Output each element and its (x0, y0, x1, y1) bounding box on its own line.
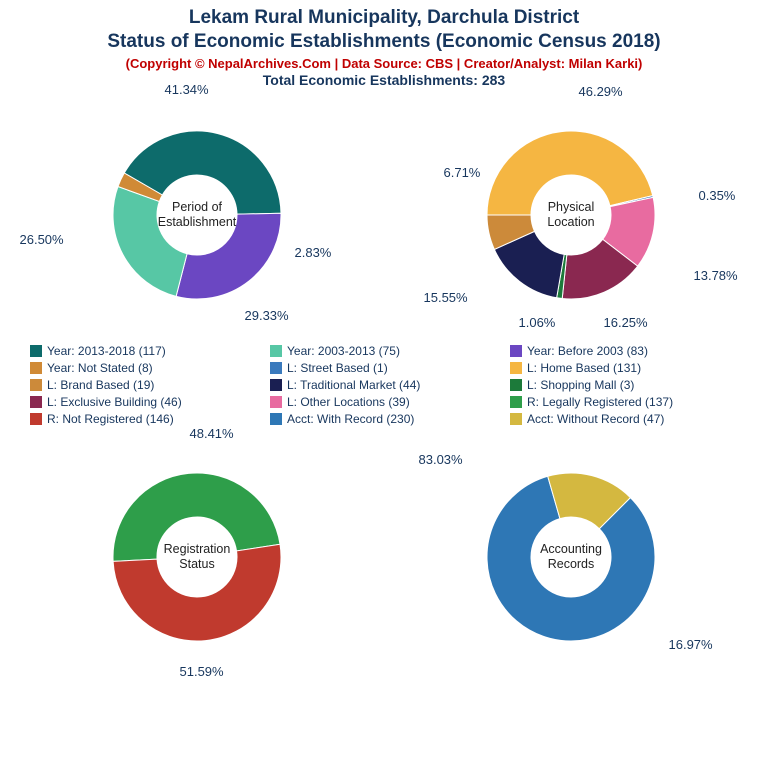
legend-item: L: Traditional Market (44) (270, 378, 498, 392)
legend-swatch (510, 413, 522, 425)
legend-item: Year: Before 2003 (83) (510, 344, 738, 358)
legend-label: Year: 2013-2018 (117) (47, 344, 166, 358)
legend-swatch (270, 413, 282, 425)
pct-label: 13.78% (694, 268, 738, 283)
legend-item: L: Brand Based (19) (30, 378, 258, 392)
legend-item: L: Home Based (131) (510, 361, 738, 375)
legend-label: L: Shopping Mall (3) (527, 378, 634, 392)
legend-item: Year: Not Stated (8) (30, 361, 258, 375)
pct-label: 48.41% (190, 426, 234, 441)
legend-label: Year: 2003-2013 (75) (287, 344, 400, 358)
chart-registration: RegistrationStatus48.41%51.59% (15, 432, 380, 682)
legend-label: L: Brand Based (19) (47, 378, 154, 392)
legend-swatch (510, 362, 522, 374)
legend-item: R: Not Registered (146) (30, 412, 258, 426)
pct-label: 41.34% (165, 82, 209, 97)
legend-label: R: Not Registered (146) (47, 412, 174, 426)
pct-label: 51.59% (180, 664, 224, 679)
legend-item: R: Legally Registered (137) (510, 395, 738, 409)
title-line-1: Lekam Rural Municipality, Darchula Distr… (0, 6, 768, 30)
donut-center-label: PhysicalLocation (526, 200, 616, 230)
legend-item: Year: 2013-2018 (117) (30, 344, 258, 358)
legend-swatch (30, 345, 42, 357)
title-line-2: Status of Economic Establishments (Econo… (0, 30, 768, 54)
legend-label: Year: Before 2003 (83) (527, 344, 648, 358)
pct-label: 6.71% (444, 165, 481, 180)
legend-swatch (510, 345, 522, 357)
pct-label: 29.33% (245, 308, 289, 323)
legend-label: L: Street Based (1) (287, 361, 388, 375)
legend-label: L: Exclusive Building (46) (47, 395, 182, 409)
pct-label: 26.50% (20, 232, 64, 247)
legend-swatch (510, 396, 522, 408)
top-charts-row: Period ofEstablishment41.34%29.33%26.50%… (0, 90, 768, 340)
chart-location: PhysicalLocation46.29%0.35%13.78%16.25%1… (389, 90, 754, 340)
legend-swatch (30, 396, 42, 408)
total-line: Total Economic Establishments: 283 (0, 72, 768, 88)
legend-swatch (270, 396, 282, 408)
legend-swatch (30, 413, 42, 425)
legend-swatch (270, 362, 282, 374)
legend-item: Acct: With Record (230) (270, 412, 498, 426)
chart-accounting: AccountingRecords 83.03% 16.97% (389, 432, 754, 682)
copyright-line: (Copyright © NepalArchives.Com | Data So… (0, 56, 768, 71)
legend-item: L: Other Locations (39) (270, 395, 498, 409)
legend-swatch (30, 362, 42, 374)
pct-label: 0.35% (699, 188, 736, 203)
legend-swatch (30, 379, 42, 391)
bottom-charts-row: RegistrationStatus48.41%51.59% Accountin… (0, 432, 768, 682)
legend-label: L: Home Based (131) (527, 361, 641, 375)
legend-label: L: Traditional Market (44) (287, 378, 420, 392)
header: Lekam Rural Municipality, Darchula Distr… (0, 0, 768, 90)
chart-period: Period ofEstablishment41.34%29.33%26.50%… (15, 90, 380, 340)
pct-label: 2.83% (295, 245, 332, 260)
pct-label: 15.55% (424, 290, 468, 305)
pct-label: 16.25% (604, 315, 648, 330)
donut-center-label: Period ofEstablishment (152, 200, 242, 230)
pct-label: 1.06% (519, 315, 556, 330)
legend-label: Acct: With Record (230) (287, 412, 414, 426)
page: Lekam Rural Municipality, Darchula Distr… (0, 0, 768, 768)
legend-swatch (270, 379, 282, 391)
legend-swatch (510, 379, 522, 391)
legend-item: L: Exclusive Building (46) (30, 395, 258, 409)
legend-item: Acct: Without Record (47) (510, 412, 738, 426)
legend-swatch (270, 345, 282, 357)
donut-center-label: AccountingRecords (526, 542, 616, 572)
legend-item: Year: 2003-2013 (75) (270, 344, 498, 358)
legend-label: R: Legally Registered (137) (527, 395, 673, 409)
pct-label: 46.29% (579, 84, 623, 99)
legend-label: L: Other Locations (39) (287, 395, 410, 409)
legend-item: L: Shopping Mall (3) (510, 378, 738, 392)
pct-label: 83.03% (419, 452, 463, 467)
legend-label: Acct: Without Record (47) (527, 412, 664, 426)
legend-item: L: Street Based (1) (270, 361, 498, 375)
donut-center-label: RegistrationStatus (152, 542, 242, 572)
legend: Year: 2013-2018 (117) Year: 2003-2013 (75… (0, 340, 768, 432)
pct-label: 16.97% (669, 637, 713, 652)
legend-label: Year: Not Stated (8) (47, 361, 153, 375)
